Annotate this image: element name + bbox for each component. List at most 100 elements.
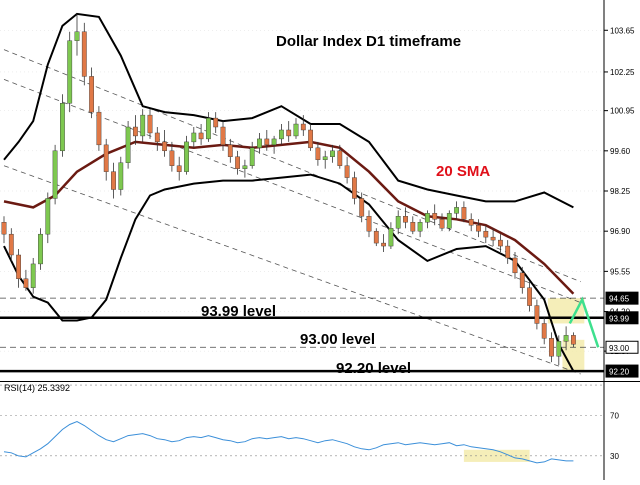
level-badge-label: 92.20 — [609, 368, 630, 377]
candle-body — [337, 150, 343, 166]
candle-body — [549, 338, 554, 357]
level-badge — [605, 311, 639, 325]
price-tick-label: 96.90 — [610, 227, 631, 236]
sma-line — [3, 140, 575, 295]
upper-band — [3, 12, 574, 209]
candle-body — [264, 138, 270, 146]
bollinger-bands — [3, 12, 575, 372]
candle-body — [512, 257, 518, 274]
level-label-93-99: 93.99 level — [201, 303, 277, 320]
candle-body — [125, 126, 131, 163]
price-tick-label: 98.25 — [610, 187, 631, 196]
candle-body — [505, 245, 511, 259]
candle-body — [132, 126, 138, 137]
candle-body — [519, 272, 525, 288]
price-axis-background — [604, 0, 640, 480]
projection-path-line — [568, 296, 600, 348]
candle-body — [96, 111, 102, 146]
candlesticks — [1, 13, 576, 366]
price-tick-label: 103.65 — [610, 26, 635, 35]
candle-body — [220, 126, 226, 146]
candle-body — [425, 213, 430, 223]
candle-body — [52, 150, 58, 199]
candle-body — [322, 156, 328, 160]
candle-body — [439, 219, 445, 229]
candle-body — [111, 171, 116, 190]
candle-body — [300, 123, 306, 131]
candle-body — [308, 129, 313, 149]
candle-body — [74, 31, 80, 41]
candle-body — [454, 207, 459, 214]
candle-body — [89, 76, 95, 113]
projection-path — [568, 296, 600, 348]
candle-body — [432, 213, 438, 220]
level-badge — [605, 364, 639, 378]
support-zone — [547, 298, 585, 324]
price-tick-label: 99.60 — [610, 147, 631, 156]
candle-body — [205, 117, 211, 140]
candle-body — [352, 177, 357, 199]
candle-body — [140, 114, 146, 137]
candle-body — [395, 216, 401, 229]
candle-body — [286, 129, 292, 137]
candle-body — [60, 102, 65, 152]
candle-body — [344, 165, 350, 178]
level-label-93-00: 93.00 level — [300, 331, 376, 348]
candle-body — [16, 254, 21, 280]
rsi-tick-label: 70 — [610, 411, 619, 420]
candle-body — [227, 144, 233, 157]
candle-body — [198, 132, 204, 140]
candle-body — [359, 198, 365, 217]
candle-body — [366, 216, 372, 232]
candle-body — [279, 129, 284, 140]
candle-body — [534, 305, 540, 324]
candle-body — [403, 216, 408, 223]
candle-body — [8, 233, 14, 256]
candle-body — [490, 236, 496, 241]
candle-body — [461, 207, 467, 220]
rsi-panel: 70 30 — [0, 384, 619, 464]
candle-body — [483, 230, 489, 238]
candle-body — [271, 138, 277, 146]
rsi-label: RSI(14) 25.3392 — [4, 383, 71, 393]
rsi-line — [3, 420, 574, 464]
candle-body — [176, 165, 182, 172]
candle-body — [563, 335, 569, 342]
candle-body — [410, 222, 416, 232]
candle-body — [527, 287, 533, 306]
candle-body — [293, 123, 299, 137]
candle-body — [23, 278, 29, 288]
candle-body — [446, 213, 452, 229]
level-badge-label: 93.00 — [609, 344, 630, 353]
support-zone — [562, 339, 585, 372]
channel-line — [3, 49, 581, 283]
candle-body — [38, 233, 43, 265]
rsi-tick-label: 30 — [610, 452, 619, 461]
candle-body — [184, 141, 189, 172]
candle-body — [30, 263, 36, 288]
candle-body — [381, 242, 386, 247]
horizontal-levels — [0, 297, 604, 373]
candle-body — [118, 162, 124, 190]
candle-body — [417, 222, 423, 232]
candle-body — [103, 144, 109, 172]
candle-body — [541, 323, 547, 339]
candle-body — [571, 335, 576, 345]
level-badge — [605, 291, 639, 305]
sma-20-line — [3, 140, 575, 295]
candle-body — [154, 132, 160, 143]
candle-body — [476, 225, 481, 232]
candle-body — [498, 239, 503, 247]
candle-body — [45, 198, 51, 235]
price-tick-label: 102.25 — [610, 68, 635, 77]
candle-body — [1, 222, 7, 235]
price-tick-label: 100.95 — [610, 107, 635, 116]
candle-body — [388, 228, 394, 247]
candle-body — [162, 141, 167, 152]
level-badge-label: 94.65 — [609, 295, 630, 304]
candle-body — [213, 117, 219, 128]
candle-body — [257, 138, 262, 149]
